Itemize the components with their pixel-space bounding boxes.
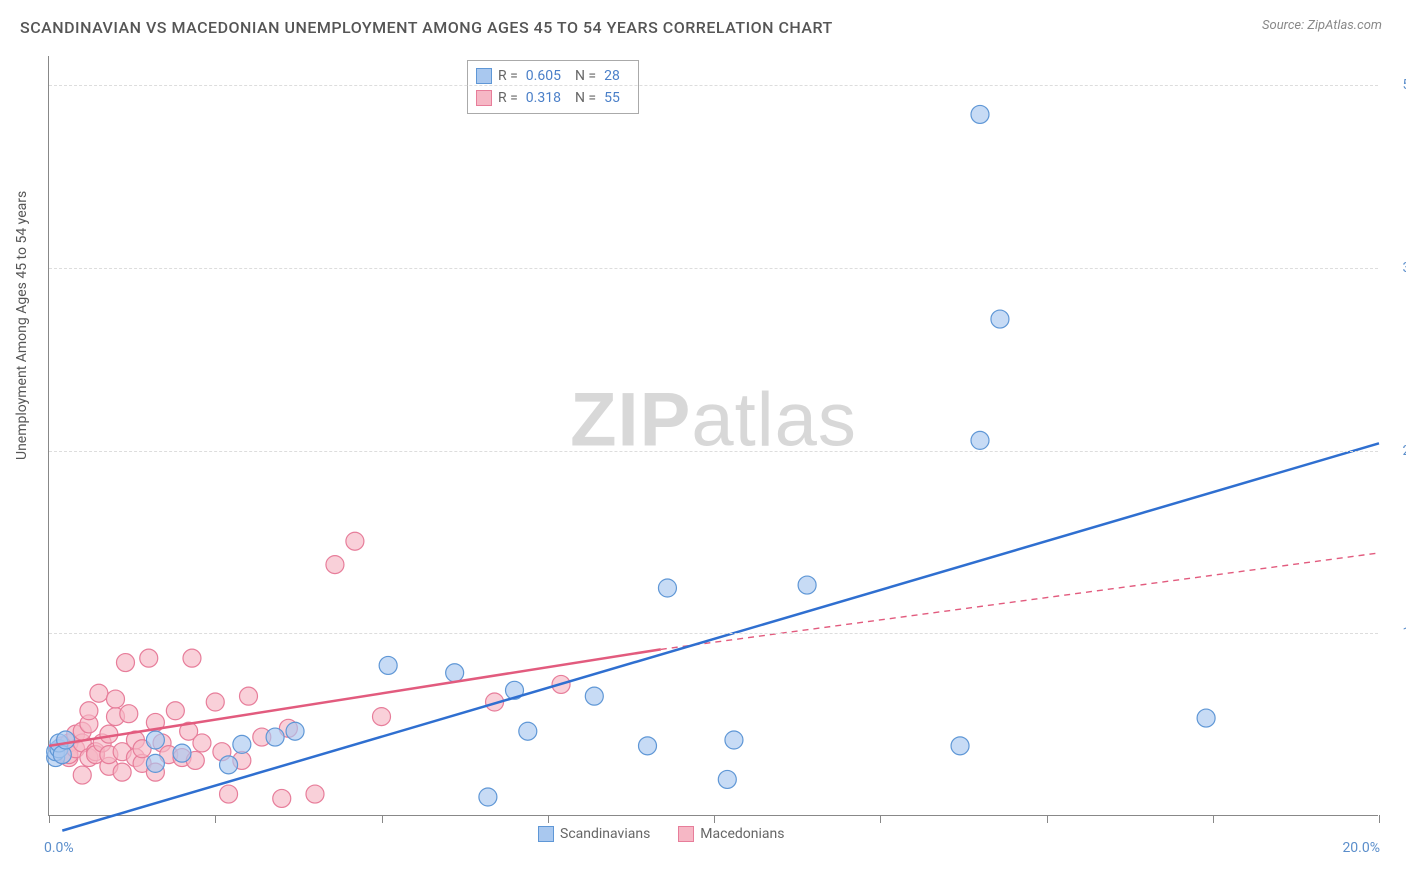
data-point [266,728,284,746]
data-point [373,708,391,726]
data-point [146,731,164,749]
trend-line-macedonians [49,649,661,745]
data-point [286,722,304,740]
x-tick [1047,815,1048,823]
y-tick-label: 12.5% [1402,625,1406,641]
data-point [166,702,184,720]
data-point [951,737,969,755]
x-tick [1379,815,1380,823]
data-point [140,649,158,667]
stats-n-macedonians: 55 [602,90,628,106]
data-point [346,532,364,550]
data-point [120,705,138,723]
legend-swatch-scandinavians [538,826,554,842]
x-axis-max-label: 20.0% [1342,840,1380,856]
data-point [206,693,224,711]
data-point [479,788,497,806]
stats-n-label: N = [575,90,596,106]
data-point [80,702,98,720]
data-point [519,722,537,740]
data-point [379,656,397,674]
data-point [73,766,91,784]
data-point [798,576,816,594]
legend-label-scandinavians: Scandinavians [560,826,650,842]
plot-area: ZIPatlas R = 0.605 N = 28 R = 0.318 N = … [48,56,1378,816]
stats-r-label: R = [498,90,518,106]
x-tick [714,815,715,823]
stats-r-label: R = [498,68,518,84]
data-point [971,431,989,449]
trend-line-macedonians-dashed [661,553,1379,649]
stats-n-label: N = [575,68,596,84]
data-point [991,310,1009,328]
data-point [220,785,238,803]
chart-svg [49,56,1378,815]
stats-r-macedonians: 0.318 [524,90,569,106]
data-point [220,756,238,774]
data-point [639,737,657,755]
legend-item-macedonians: Macedonians [678,826,784,842]
x-tick [1213,815,1214,823]
chart-title: SCANDINAVIAN VS MACEDONIAN UNEMPLOYMENT … [20,18,833,37]
data-point [446,664,464,682]
data-point [113,763,131,781]
legend: Scandinavians Macedonians [538,826,784,842]
x-tick [548,815,549,823]
swatch-macedonians [476,90,492,106]
stats-r-scandinavians: 0.605 [524,68,569,84]
legend-swatch-macedonians [678,826,694,842]
y-tick-label: 37.5% [1402,260,1406,276]
data-point [193,734,211,752]
data-point [718,770,736,788]
y-axis-label: Unemployment Among Ages 45 to 54 years [14,191,30,460]
data-point [240,687,258,705]
x-axis-min-label: 0.0% [44,840,74,856]
data-point [233,735,251,753]
data-point [146,754,164,772]
data-point [658,579,676,597]
stats-row-macedonians: R = 0.318 N = 55 [476,87,628,109]
trend-line-scandinavians [62,443,1379,830]
source-attribution: Source: ZipAtlas.com [1262,18,1382,33]
x-tick [215,815,216,823]
data-point [107,690,125,708]
stats-box: R = 0.605 N = 28 R = 0.318 N = 55 [467,60,639,114]
gridline [49,451,1378,452]
y-tick-label: 25.0% [1402,443,1406,459]
x-tick [880,815,881,823]
x-tick [49,815,50,823]
data-point [1197,709,1215,727]
legend-label-macedonians: Macedonians [700,826,784,842]
data-point [116,654,134,672]
swatch-scandinavians [476,68,492,84]
gridline [49,85,1378,86]
gridline [49,268,1378,269]
data-point [173,744,191,762]
data-point [971,105,989,123]
stats-row-scandinavians: R = 0.605 N = 28 [476,65,628,87]
data-point [585,687,603,705]
data-point [183,649,201,667]
legend-item-scandinavians: Scandinavians [538,826,650,842]
data-point [306,785,324,803]
data-point [326,556,344,574]
data-point [273,789,291,807]
data-point [725,731,743,749]
data-point [57,731,75,749]
data-point [90,684,108,702]
y-tick-label: 50.0% [1402,77,1406,93]
x-tick [382,815,383,823]
stats-n-scandinavians: 28 [602,68,628,84]
gridline [49,633,1378,634]
